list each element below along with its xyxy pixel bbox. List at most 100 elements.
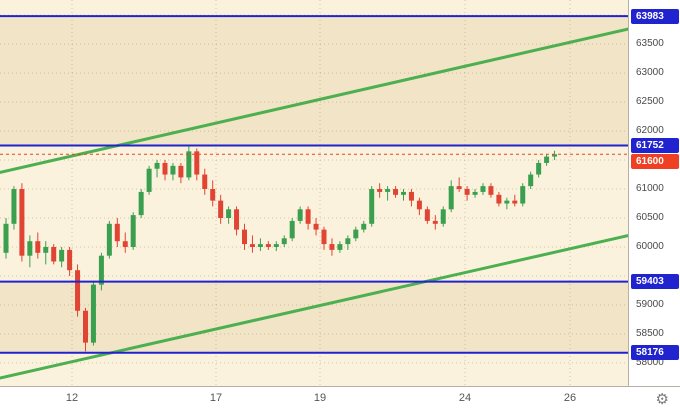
candle-body [353, 229, 359, 239]
candle-body [186, 151, 192, 178]
candle-body [178, 165, 184, 178]
candle-body [401, 191, 406, 195]
candle-body [424, 209, 430, 221]
candle-body [289, 220, 295, 239]
candle-body [345, 238, 351, 245]
candle-body [528, 174, 534, 187]
candle-body [440, 209, 446, 224]
candle-body [416, 200, 422, 210]
price-axis[interactable]: 63500 63000 62500 62000 61000 60500 60000 59000… [628, 0, 680, 386]
time-tick-label: 17 [209, 392, 223, 404]
candle-body [43, 246, 49, 253]
candlestick-chart[interactable] [0, 0, 628, 386]
price-tick-label: 63500 [636, 38, 664, 50]
candle-body [218, 200, 224, 219]
candle-body [257, 244, 263, 247]
price-tick-label: 63000 [636, 67, 664, 79]
time-tick-label: 24 [458, 392, 472, 404]
trend-line[interactable] [0, 234, 628, 380]
candle-body [242, 229, 247, 245]
candle-body [297, 209, 303, 221]
candle-body [35, 241, 41, 253]
candle-body [496, 194, 502, 204]
candle-body [408, 191, 414, 201]
candle-body [456, 186, 462, 190]
candle-body [75, 270, 81, 311]
candle-body [138, 191, 144, 216]
candle-body [11, 189, 17, 224]
trend-line[interactable] [0, 27, 628, 174]
time-tick-label: 26 [563, 392, 577, 404]
candle-body [67, 249, 73, 271]
candle-body [552, 154, 558, 157]
candle-body [385, 189, 391, 192]
candle-body [464, 189, 470, 195]
chart-plot-area[interactable] [0, 0, 628, 386]
candle-body [154, 162, 160, 169]
candle-body [536, 162, 542, 175]
candle-body [234, 209, 240, 230]
price-level-badge: 61752 [631, 137, 679, 153]
price-level-badge: 63983 [631, 8, 679, 24]
candle-body [337, 244, 343, 250]
candle-body [393, 189, 399, 195]
candle-body [432, 220, 438, 224]
price-tick-label: 60000 [636, 240, 664, 252]
candle-body [226, 209, 232, 219]
price-tick-label: 58500 [636, 327, 664, 339]
candle-body [488, 186, 494, 195]
candle-body [369, 189, 375, 224]
candle-body [472, 191, 478, 195]
candle-body [210, 189, 216, 201]
price-tick-label: 58000 [636, 356, 664, 368]
candle-body [170, 165, 176, 175]
candle-body [512, 200, 518, 204]
candle-body [544, 156, 550, 163]
candle-body [90, 284, 96, 343]
candle-body [98, 255, 104, 285]
candle-body [27, 241, 33, 256]
candle-body [321, 229, 327, 245]
candle-body [194, 151, 200, 175]
candle-body [361, 223, 367, 230]
candle-body [265, 244, 271, 247]
candle-body [313, 223, 319, 230]
candle-body [504, 200, 510, 204]
candle-body [273, 244, 279, 247]
level-zone [0, 16, 628, 146]
candle-body [377, 189, 383, 192]
candle-body [480, 186, 486, 192]
candle-body [281, 238, 287, 245]
price-tick-label: 60500 [636, 212, 664, 223]
candle-body [106, 223, 112, 256]
candle-body [114, 223, 120, 242]
time-axis[interactable]: ⚙ 12 17 19 24 26 [0, 386, 680, 411]
candle-body [122, 241, 128, 247]
candle-body [59, 249, 65, 262]
candle-body [162, 162, 168, 175]
candle-body [249, 244, 255, 247]
price-tick-label: 62000 [636, 125, 664, 137]
candle-body [202, 174, 208, 190]
candle-body [3, 223, 9, 253]
price-tick-label: 59000 [636, 298, 664, 310]
candle-body [83, 310, 88, 343]
last-price-badge: 61600 [631, 153, 679, 169]
settings-gear-icon[interactable]: ⚙ [655, 391, 669, 408]
candle-body [329, 244, 335, 250]
candle-body [520, 186, 526, 204]
price-level-badge: 58176 [631, 345, 679, 361]
level-zone [0, 281, 628, 353]
price-tick-label: 61000 [636, 183, 664, 195]
candle-body [146, 168, 152, 192]
price-level-badge: 59403 [631, 274, 679, 290]
candle-body [130, 215, 136, 247]
candle-body [448, 186, 454, 210]
candle-body [51, 246, 57, 262]
candle-body [305, 209, 311, 224]
time-tick-label: 12 [65, 392, 79, 404]
price-tick-label: 62500 [636, 96, 664, 108]
candle-body [19, 189, 25, 256]
time-tick-label: 19 [313, 392, 327, 404]
